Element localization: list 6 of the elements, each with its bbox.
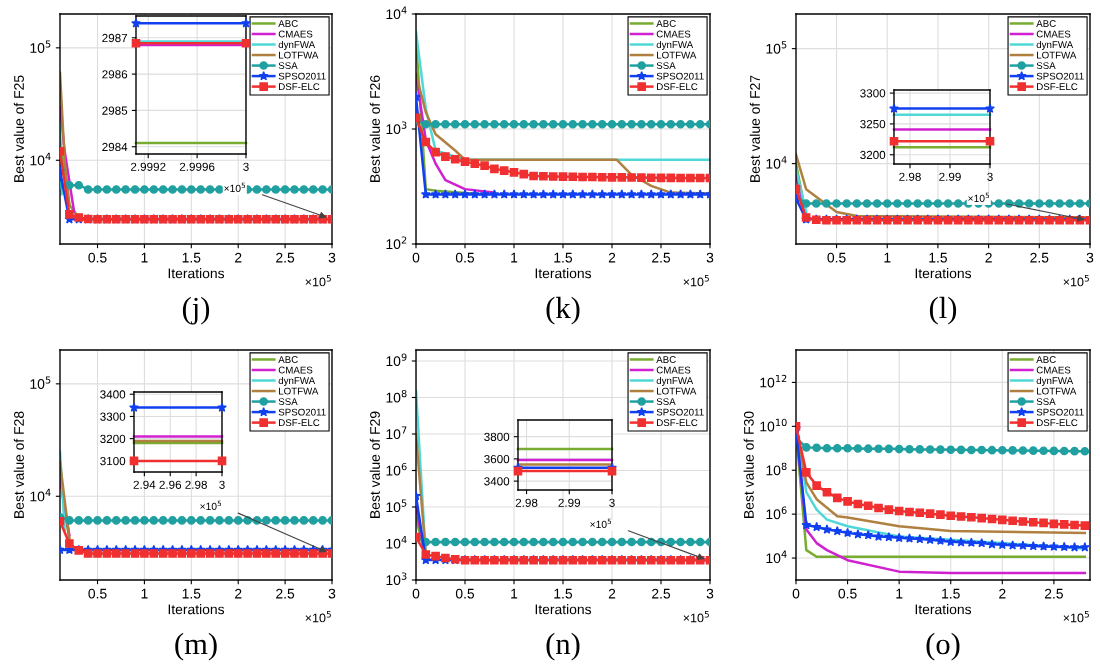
text: (l) — [929, 296, 957, 325]
text: (o) — [926, 632, 960, 661]
text: (j) — [182, 296, 210, 325]
text: (m) — [175, 632, 217, 661]
text: (n) — [546, 632, 580, 661]
text: (k) — [546, 296, 580, 325]
